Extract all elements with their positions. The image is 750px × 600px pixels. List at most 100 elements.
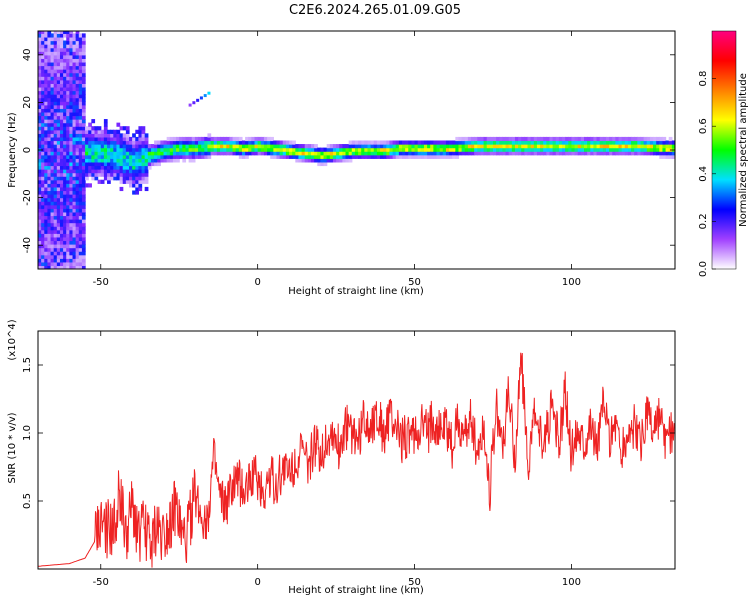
heatmap-cell — [75, 247, 80, 252]
heatmap-cell — [63, 183, 67, 188]
heatmap-cell — [395, 144, 400, 149]
heatmap-cell — [665, 147, 670, 152]
heatmap-cell — [47, 133, 52, 138]
heatmap-cell — [411, 140, 416, 145]
heatmap-cell — [81, 101, 86, 106]
heatmap-cell — [41, 147, 45, 152]
heatmap-cell — [119, 176, 124, 181]
heatmap-cell — [63, 258, 67, 263]
heatmap-cell — [615, 136, 620, 142]
heatmap-cell — [56, 111, 61, 117]
heatmap-cell — [41, 119, 45, 124]
heatmap-cell — [216, 136, 221, 142]
heatmap-cell — [41, 161, 45, 167]
heatmap-cell — [47, 201, 52, 206]
heatmap-cell — [50, 258, 55, 263]
heatmap-cell — [107, 172, 111, 177]
colorbar-bar — [711, 30, 737, 270]
heatmap-cell — [508, 144, 513, 149]
heatmap-cell — [81, 240, 86, 245]
heatmap-cell — [373, 147, 378, 152]
heatmap-cell — [285, 144, 290, 149]
heatmap-cell — [59, 233, 64, 238]
heatmap-cell — [66, 240, 70, 245]
heatmap-cell — [505, 136, 510, 142]
heatmap-cell — [81, 47, 86, 52]
heatmap-cell — [270, 144, 274, 149]
heatmap-cell — [580, 144, 585, 149]
heatmap-cell — [533, 151, 538, 156]
heatmap-cell — [53, 222, 58, 227]
heatmap-cell — [53, 161, 58, 167]
heatmap-cell — [530, 147, 535, 152]
heatmap-cell — [182, 154, 187, 159]
heatmap-cell — [81, 94, 86, 99]
heatmap-cell — [311, 154, 315, 159]
heatmap-cell — [213, 147, 218, 152]
heatmap-cell — [53, 158, 58, 163]
heatmap-cell — [72, 97, 77, 102]
heatmap-cell — [53, 86, 58, 92]
heatmap-cell — [364, 140, 369, 145]
heatmap-cell — [53, 201, 58, 206]
heatmap-cell — [370, 151, 375, 156]
heatmap-cell — [72, 172, 77, 177]
heatmap-cell — [38, 144, 42, 149]
heatmap-cell — [329, 151, 334, 156]
heatmap-cell — [75, 244, 80, 249]
heatmap-cell — [41, 72, 45, 77]
y-tick-label: 20 — [22, 96, 33, 109]
heatmap-cell — [602, 136, 607, 142]
heatmap-cell — [367, 154, 372, 159]
heatmap-cell — [47, 51, 52, 56]
heatmap-cell — [69, 176, 74, 181]
heatmap-cell — [59, 183, 64, 188]
heatmap-cell — [66, 176, 70, 181]
heatmap-cell — [56, 176, 61, 181]
heatmap-cell — [38, 265, 42, 269]
heatmap-cell — [402, 144, 406, 149]
heatmap-cell — [75, 54, 80, 59]
heatmap-cell — [38, 226, 42, 231]
heatmap-cell — [125, 126, 130, 131]
heatmap-cell — [53, 265, 58, 269]
heatmap-cell — [129, 172, 133, 177]
heatmap-cell — [329, 154, 334, 159]
heatmap-cell — [81, 86, 86, 92]
heatmap-cell — [63, 122, 67, 127]
heatmap-cell — [445, 147, 450, 152]
heatmap-cell — [634, 140, 638, 145]
heatmap-cell — [53, 122, 58, 127]
heatmap-cell — [414, 151, 419, 156]
heatmap-cell — [122, 136, 127, 142]
heatmap-cell — [47, 69, 52, 74]
heatmap-cell — [668, 140, 673, 145]
heatmap-cell — [292, 147, 296, 152]
heatmap-cell — [176, 151, 180, 156]
heatmap-cell — [88, 154, 92, 159]
heatmap-cell — [50, 36, 55, 42]
heatmap-cell — [85, 176, 89, 181]
heatmap-x-axis: -50 0 50 100 — [93, 31, 581, 288]
heatmap-cell — [656, 147, 660, 152]
heatmap-cell — [63, 165, 67, 170]
heatmap-cell — [53, 76, 58, 81]
heatmap-cell — [38, 58, 42, 63]
heatmap-cell — [56, 236, 61, 242]
heatmap-cell — [47, 186, 52, 192]
heatmap-cell — [59, 201, 64, 206]
heatmap-cell — [38, 36, 42, 42]
heatmap-cell — [44, 140, 49, 145]
heatmap-cell — [72, 154, 77, 159]
heatmap-cell — [66, 44, 70, 49]
heatmap-cell — [59, 169, 64, 174]
heatmap-cell — [223, 144, 227, 149]
heatmap-cell — [132, 147, 136, 152]
heatmap-cell — [511, 136, 516, 142]
heatmap-cell — [455, 136, 460, 142]
heatmap-cell — [119, 158, 124, 163]
heatmap-cell — [78, 233, 83, 238]
heatmap-cell — [543, 151, 547, 156]
heatmap-cell — [85, 158, 89, 163]
heatmap-cell — [69, 115, 74, 120]
